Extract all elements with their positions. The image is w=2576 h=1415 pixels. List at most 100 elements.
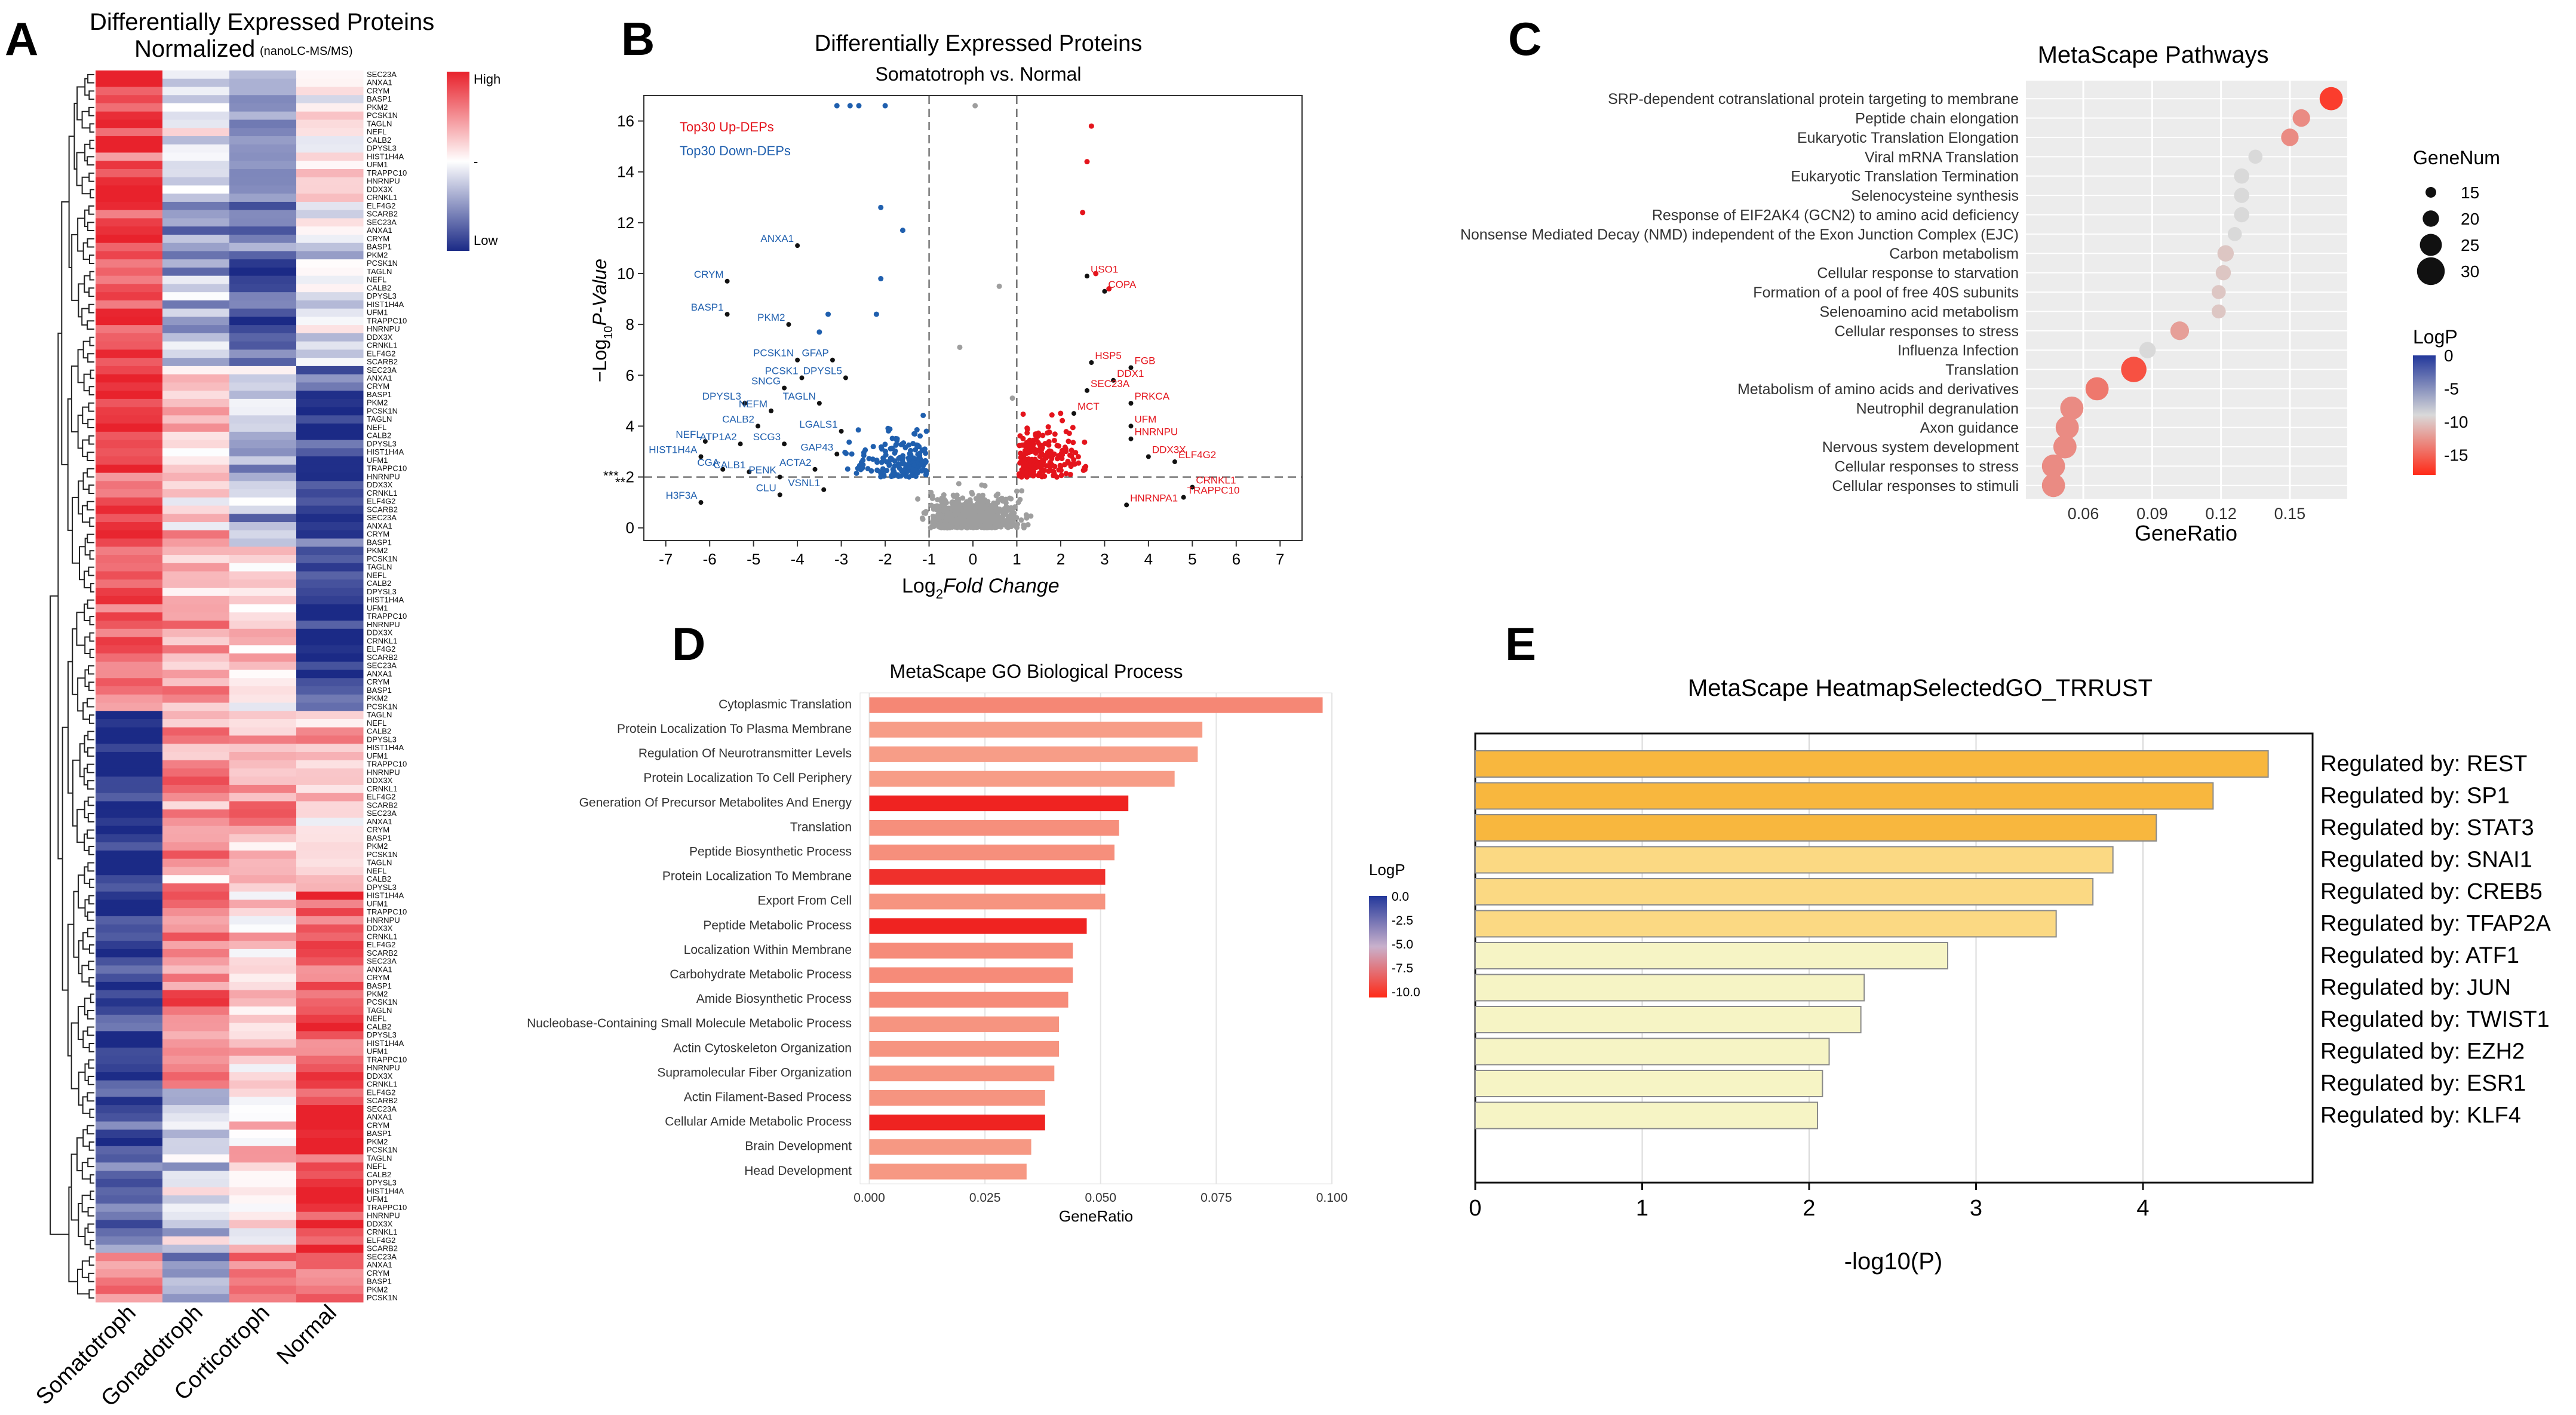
genenum-legend-label: 15 — [2461, 183, 2479, 202]
heatmap-cell — [296, 900, 364, 908]
heatmap-cell — [296, 152, 364, 161]
heatmap-cell — [296, 398, 364, 408]
heatmap-row-label: TRAPPC10 — [367, 316, 407, 325]
x-label-fold: Fold Change — [943, 575, 1060, 597]
heatmap-cell — [229, 472, 297, 481]
dendrogram-branch — [73, 891, 79, 958]
heatmap-cell — [296, 784, 364, 794]
heatmap-cell — [96, 128, 163, 137]
heatmap-cell — [296, 1039, 364, 1048]
dendrogram-branch — [77, 1269, 90, 1295]
heatmap-cell — [96, 1195, 163, 1204]
trrust-category-label: Regulated by: KLF4 — [2320, 1103, 2521, 1128]
heatmap-cell — [229, 744, 297, 753]
dendrogram-branch — [87, 1026, 94, 1036]
trrust-category-label: Regulated by: EZH2 — [2320, 1039, 2525, 1064]
heatmap-cell — [296, 1113, 364, 1122]
genenum-legend: 15 20 25 30 — [2417, 183, 2479, 286]
volcano-gene-label-down: GAP43 — [800, 441, 833, 453]
heatmap-cell — [96, 1277, 163, 1287]
heatmap-row-label: TAGLN — [367, 267, 392, 276]
heatmap-cell — [96, 1228, 163, 1237]
heatmap-cell — [162, 185, 230, 194]
volcano-gene-label-down: HIST1H4A — [649, 444, 698, 456]
volcano-gene-label-down: SCG3 — [753, 431, 781, 443]
volcano-point-down — [880, 457, 886, 463]
pathway-dot — [2234, 168, 2249, 184]
trrust-category-label: Regulated by: TWIST1 — [2320, 1007, 2550, 1032]
heatmap-cell — [96, 571, 163, 580]
heatmap-row-label: TAGLN — [367, 710, 392, 719]
heatmap-cell — [296, 1211, 364, 1221]
volcano-point-ns — [982, 483, 988, 489]
heatmap-row-label: HIST1H4A — [367, 891, 404, 900]
heatmap-cell — [162, 981, 230, 991]
gobp-category-label: Protein Localization To Plasma Membrane — [617, 722, 852, 736]
heatmap-row-label: HNRNPU — [367, 768, 400, 776]
gobp-bar — [869, 894, 1106, 910]
heatmap-cell — [296, 374, 364, 383]
volcano-gene-label-up: PRKCA — [1134, 391, 1169, 402]
volcano-point-up — [1033, 450, 1039, 456]
volcano-point-ns — [1019, 488, 1025, 494]
heatmap-row-label: TRAPPC10 — [367, 907, 407, 916]
volcano-point-up — [1018, 450, 1024, 456]
volcano-gene-label-down: CALB1 — [713, 459, 745, 471]
heatmap-cell — [229, 144, 297, 153]
volcano-gene-label-up: HNRNPU — [1134, 426, 1178, 438]
pathway-label: Axon guidance — [1920, 420, 2019, 437]
heatmap-cell — [229, 1064, 297, 1073]
heatmap-cell — [96, 144, 163, 153]
volcano-point-ns — [972, 103, 978, 109]
gobp-bar — [869, 1164, 1027, 1180]
volcano-point-ns — [949, 507, 955, 513]
heatmap-cell — [96, 686, 163, 695]
heatmap-row-label: HIST1H4A — [367, 743, 404, 752]
heatmap-cell — [296, 497, 364, 507]
heatmap-cell — [229, 571, 297, 580]
heatmap-cell — [162, 678, 230, 687]
heatmap-cell — [96, 481, 163, 490]
dendrogram-branch — [57, 332, 63, 860]
heatmap-cell — [96, 941, 163, 950]
heatmap-cell — [96, 1105, 163, 1114]
gobp-bars — [869, 697, 1323, 1180]
volcano-point-ns — [923, 509, 929, 515]
heatmap-cell — [162, 891, 230, 900]
volcano-point-down — [890, 466, 896, 472]
heatmap-cell — [296, 103, 364, 112]
heatmap-cell — [296, 637, 364, 646]
heatmap-cell — [229, 415, 297, 424]
heatmap-cell — [162, 522, 230, 531]
pathway-label: Cellular response to starvation — [1817, 265, 2019, 282]
dendrogram-branch — [82, 1030, 90, 1048]
heatmap-cell — [96, 1269, 163, 1278]
heatmap-cell — [162, 1097, 230, 1106]
heatmap-cell — [162, 358, 230, 367]
heatmap-legend-bar — [447, 72, 469, 251]
heatmap-cell — [162, 464, 230, 474]
heatmap-cell — [96, 1023, 163, 1032]
heatmap-cell — [229, 1236, 297, 1245]
heatmap-row-label: TRAPPC10 — [367, 1203, 407, 1212]
heatmap-cell — [96, 1220, 163, 1229]
heatmap-cell — [229, 891, 297, 900]
heatmap-row-label: CALB2 — [367, 1170, 391, 1179]
dendrogram-branch — [84, 1063, 89, 1081]
heatmap-cell — [162, 817, 230, 827]
heatmap-cell — [162, 489, 230, 498]
pathway-dot — [2121, 357, 2147, 382]
heatmap-cell — [162, 1121, 230, 1130]
heatmap-cell — [162, 1269, 230, 1278]
heatmap-row-label: NEFL — [367, 866, 386, 875]
dendrogram-branch — [88, 1272, 94, 1282]
heatmap-row-label: CRNKL1 — [367, 636, 397, 645]
heatmap-cell — [162, 670, 230, 679]
heatmap-cell — [296, 1129, 364, 1138]
panel-letter-e: E — [1505, 618, 1536, 670]
dendrogram-branch — [87, 1009, 94, 1020]
volcano-point-down — [899, 228, 905, 234]
heatmap-row-label: DDX3X — [367, 924, 393, 933]
dendrogram-branch — [77, 349, 84, 383]
volcano-gene-label-down: ACTA2 — [779, 457, 812, 468]
